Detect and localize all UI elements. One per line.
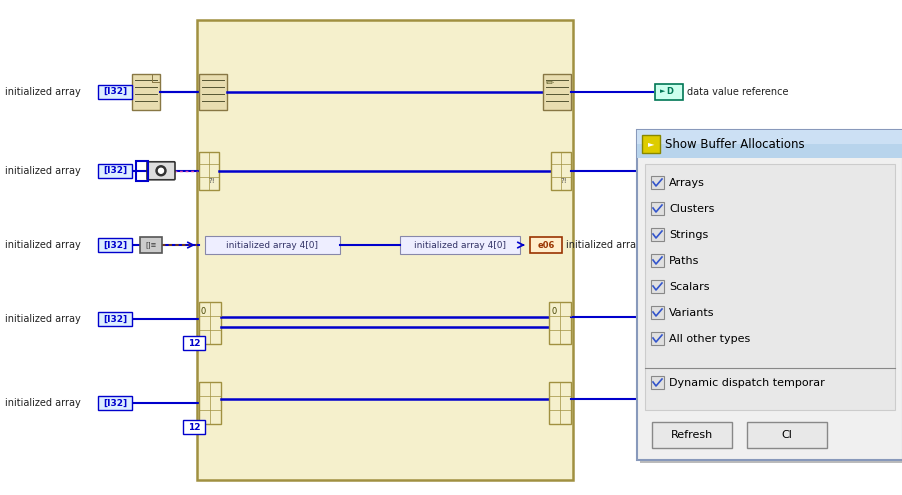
Bar <box>650 280 663 293</box>
Text: initialized array: initialized array <box>5 240 80 250</box>
Bar <box>400 236 520 254</box>
Bar <box>182 420 205 435</box>
Bar <box>636 130 902 144</box>
Text: ?!: ?! <box>560 178 566 184</box>
Text: [I32]: [I32] <box>103 399 127 408</box>
Bar <box>640 133 902 463</box>
Circle shape <box>159 168 163 173</box>
Bar <box>98 164 132 178</box>
Bar <box>746 422 826 448</box>
Text: All other types: All other types <box>668 334 750 344</box>
Text: [I32]: [I32] <box>103 87 127 96</box>
Text: [I32]: [I32] <box>715 395 740 404</box>
Bar <box>551 152 571 190</box>
Text: initialized array: initialized array <box>5 166 80 176</box>
Circle shape <box>156 166 166 176</box>
Bar <box>98 396 132 410</box>
Text: ►□: ►□ <box>683 166 696 175</box>
Text: Variant: Variant <box>709 166 743 176</box>
Bar <box>650 254 663 267</box>
Text: initialized array 4[0]: initialized array 4[0] <box>226 241 318 249</box>
Bar <box>711 393 744 406</box>
Bar <box>548 302 571 345</box>
Bar <box>548 383 571 424</box>
Bar <box>132 74 160 109</box>
Text: initialized array: initialized array <box>5 87 80 97</box>
Bar <box>650 228 663 241</box>
Bar <box>636 130 902 158</box>
Bar <box>711 310 744 324</box>
Text: data value reference: data value reference <box>686 87 788 97</box>
Bar <box>650 376 663 389</box>
Text: []≡: []≡ <box>145 242 157 248</box>
Bar <box>140 237 161 253</box>
Bar <box>651 422 732 448</box>
Bar <box>655 84 683 99</box>
Text: ►: ► <box>659 89 665 95</box>
Text: initialized array: initialized array <box>5 314 80 324</box>
Text: Scalars: Scalars <box>668 282 709 292</box>
Text: ✏: ✏ <box>545 78 553 88</box>
Text: [I32]: [I32] <box>103 241 127 249</box>
Bar <box>198 74 226 109</box>
Text: [I32]: [I32] <box>715 313 740 322</box>
Text: Show Buffer Allocations: Show Buffer Allocations <box>664 138 804 150</box>
Text: Strings: Strings <box>668 230 707 240</box>
Bar <box>98 238 132 252</box>
Text: Variants: Variants <box>668 308 713 318</box>
Bar <box>644 164 894 410</box>
Text: initialized array 3: initialized array 3 <box>750 395 834 404</box>
Text: [I32]: [I32] <box>103 166 127 175</box>
Text: initialized array: initialized array <box>5 398 80 408</box>
Bar <box>198 152 218 190</box>
Text: ?!: ?! <box>208 178 215 184</box>
Text: Cl: Cl <box>781 430 792 440</box>
Text: D: D <box>665 87 672 96</box>
Text: e06: e06 <box>537 241 554 249</box>
Bar <box>197 20 573 480</box>
Bar <box>98 85 132 99</box>
Text: ►: ► <box>647 140 654 148</box>
Text: Clusters: Clusters <box>668 204 713 214</box>
Text: initialized array 4[0]: initialized array 4[0] <box>413 241 505 249</box>
Text: [I32]: [I32] <box>103 315 127 324</box>
Text: 12: 12 <box>188 423 200 432</box>
Bar <box>182 336 205 350</box>
Bar <box>675 163 704 179</box>
Bar <box>650 332 663 345</box>
Bar <box>650 306 663 319</box>
Text: Dynamic dispatch temporar: Dynamic dispatch temporar <box>668 378 824 388</box>
Text: Refresh: Refresh <box>670 430 713 440</box>
Text: initialized array 7: initialized array 7 <box>750 312 834 322</box>
Bar <box>641 135 659 153</box>
Bar <box>205 236 339 254</box>
Bar <box>543 74 571 109</box>
FancyBboxPatch shape <box>147 162 175 180</box>
Bar <box>198 383 221 424</box>
Bar <box>198 302 221 345</box>
Bar <box>98 312 132 326</box>
Bar <box>636 130 902 460</box>
Bar <box>529 237 561 253</box>
Bar <box>650 202 663 215</box>
Bar <box>650 176 663 189</box>
Bar <box>136 161 148 181</box>
Text: Arrays: Arrays <box>668 178 704 188</box>
Text: 12: 12 <box>188 339 200 348</box>
Text: initialized array 8: initialized array 8 <box>566 240 650 250</box>
Text: Paths: Paths <box>668 256 699 266</box>
Text: 0: 0 <box>200 307 206 316</box>
Text: 0: 0 <box>551 307 556 316</box>
